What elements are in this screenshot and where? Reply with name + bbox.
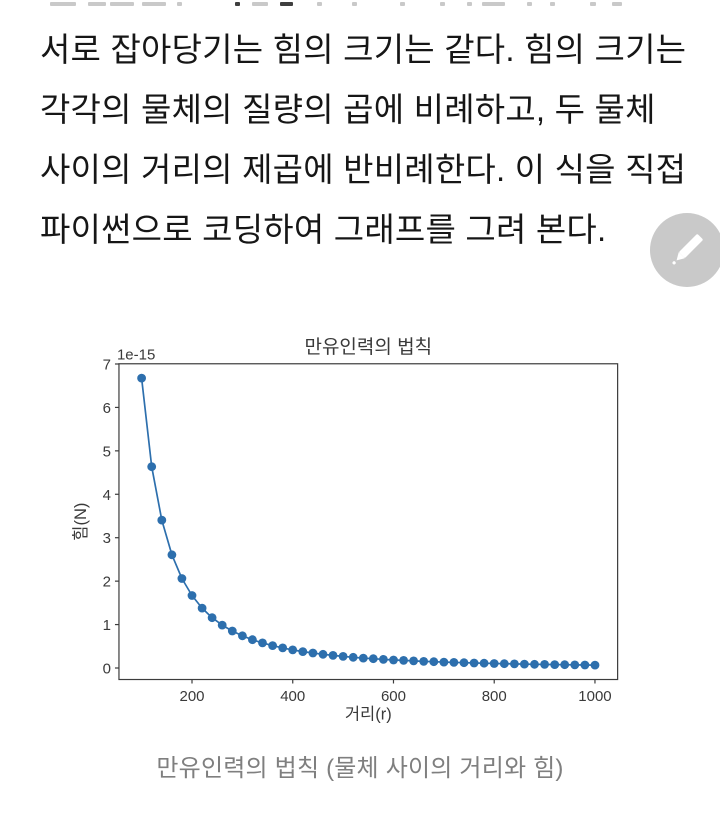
clipped-glyph-fragment xyxy=(235,2,240,6)
clipped-glyph-fragment xyxy=(400,2,405,6)
clipped-glyph-fragment xyxy=(590,2,596,6)
clipped-glyph-fragment xyxy=(317,2,322,6)
data-point-marker xyxy=(429,657,439,667)
data-point-marker xyxy=(348,652,358,662)
clipped-text-fragments xyxy=(0,0,720,12)
figure-caption: 만유인력의 법칙 (물체 사이의 거리와 힘) xyxy=(156,755,564,782)
data-point-marker xyxy=(550,660,560,669)
clipped-glyph-fragment xyxy=(177,2,182,6)
data-point-marker xyxy=(389,655,398,665)
pencil-icon xyxy=(672,234,703,265)
data-point-marker xyxy=(439,657,449,667)
data-point-marker xyxy=(217,620,227,630)
clipped-glyph-fragment xyxy=(142,2,166,6)
data-point-marker xyxy=(489,659,499,668)
y-axis-label: 힘(N) xyxy=(71,503,90,541)
data-point-marker xyxy=(399,656,408,665)
clipped-glyph-fragment xyxy=(527,2,532,6)
x-tick-label: 200 xyxy=(179,688,204,705)
data-point-marker xyxy=(540,660,549,669)
data-point-marker xyxy=(288,645,298,655)
chart-title: 만유인력의 법칙 xyxy=(304,336,432,358)
data-point-marker xyxy=(187,591,197,600)
data-point-marker xyxy=(479,658,489,668)
data-point-marker xyxy=(248,635,257,645)
clipped-glyph-fragment xyxy=(550,2,555,6)
clipped-glyph-fragment xyxy=(440,2,445,6)
y-tick-label: 4 xyxy=(103,487,111,504)
clipped-glyph-fragment xyxy=(612,2,622,6)
y-axis-offset-text: 1e-15 xyxy=(117,346,155,363)
y-tick-label: 7 xyxy=(103,356,111,373)
body-paragraph: 서로 잡아당기는 힘의 크기는 같다. 힘의 크기는 각각의 물체의 질량의 곱… xyxy=(40,20,686,260)
data-point-marker xyxy=(308,648,318,658)
data-point-marker xyxy=(520,659,529,669)
data-point-marker xyxy=(318,649,328,659)
data-point-marker xyxy=(459,658,469,668)
clipped-glyph-fragment xyxy=(110,2,134,6)
y-tick-label: 1 xyxy=(103,617,111,634)
y-tick-label: 3 xyxy=(103,530,111,547)
clipped-glyph-fragment xyxy=(50,2,76,6)
data-point-marker xyxy=(157,515,167,525)
x-tick-label: 400 xyxy=(280,688,305,705)
x-tick-label: 1000 xyxy=(578,688,611,705)
data-series-line xyxy=(140,378,596,666)
data-point-marker xyxy=(580,660,590,670)
data-point-marker xyxy=(258,638,267,648)
data-point-marker xyxy=(328,651,338,660)
data-point-marker xyxy=(560,660,570,670)
paragraph-line: 각각의 물체의 질량의 곱에 비례하고, 두 물체 xyxy=(40,91,656,128)
data-point-marker xyxy=(147,462,157,472)
data-point-marker xyxy=(449,658,459,667)
data-point-marker xyxy=(238,631,247,641)
data-point-marker xyxy=(409,656,418,666)
data-point-marker xyxy=(419,657,429,666)
paragraph-line: 파이썬으로 코딩하여 그래프를 그려 본다. xyxy=(40,211,607,248)
clipped-glyph-fragment xyxy=(280,2,293,6)
data-point-marker xyxy=(379,655,388,664)
data-point-marker xyxy=(227,626,237,636)
data-point-marker xyxy=(197,603,207,613)
y-tick-label: 5 xyxy=(103,443,111,460)
data-point-marker xyxy=(278,643,288,653)
paragraph-line: 사이의 거리의 제곱에 반비례한다. 이 식을 직접 xyxy=(40,151,687,188)
data-point-marker xyxy=(530,659,539,669)
clipped-glyph-fragment xyxy=(88,2,106,6)
data-point-marker xyxy=(338,652,348,661)
data-point-marker xyxy=(137,373,146,383)
data-point-marker xyxy=(570,660,580,670)
gravity-chart: 200 400 600 800 1000 0 1 2 3 4 5 6 7 1e-15 만유인력의 법칙거리(… xyxy=(71,336,619,724)
data-point-marker xyxy=(298,647,308,656)
clipped-glyph-fragment xyxy=(352,2,357,6)
paragraph-line: 서로 잡아당기는 힘의 크기는 같다. 힘의 크기는 xyxy=(40,31,687,68)
data-point-marker xyxy=(167,550,177,560)
data-point-marker xyxy=(469,658,479,668)
x-tick-label: 800 xyxy=(482,688,507,705)
data-point-marker xyxy=(207,613,217,623)
data-point-marker xyxy=(268,641,277,650)
data-point-marker xyxy=(499,659,509,669)
y-tick-label: 0 xyxy=(103,661,111,678)
x-axis-label: 거리(r) xyxy=(345,705,392,724)
data-point-marker xyxy=(177,574,187,583)
y-tick-label: 2 xyxy=(103,574,111,591)
clipped-glyph-fragment xyxy=(467,2,472,6)
data-point-marker xyxy=(590,660,600,670)
edit-button[interactable] xyxy=(650,213,720,287)
data-point-marker xyxy=(510,659,519,669)
data-point-marker xyxy=(368,654,378,664)
clipped-glyph-fragment xyxy=(252,2,268,6)
x-tick-label: 600 xyxy=(381,688,406,705)
clipped-glyph-fragment xyxy=(482,2,505,6)
y-tick-label: 6 xyxy=(103,400,111,417)
plot-border xyxy=(118,363,619,681)
data-point-marker xyxy=(358,653,368,663)
